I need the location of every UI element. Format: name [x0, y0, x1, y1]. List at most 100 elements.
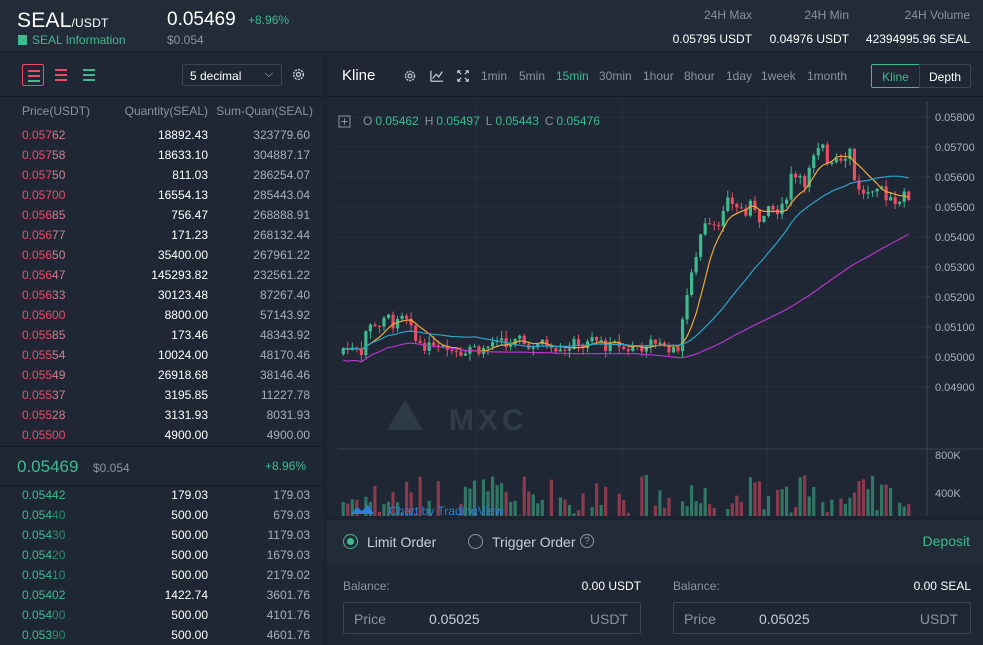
- ask-row[interactable]: 0.05537 3195.85 11227.78: [0, 385, 323, 405]
- price-tick-label: 0.05000: [935, 352, 975, 364]
- ask-row[interactable]: 0.05750 811.03 286254.07: [0, 165, 323, 185]
- coin-info-link[interactable]: SEAL Information: [18, 33, 126, 47]
- mxc-logo-icon: [387, 400, 423, 430]
- deposit-link[interactable]: Deposit: [922, 533, 970, 549]
- gear-icon[interactable]: [291, 67, 306, 82]
- ask-row[interactable]: 0.05528 3131.93 8031.93: [0, 405, 323, 425]
- price-prefix: 0.054: [22, 528, 53, 542]
- bid-row[interactable]: 0.05440 500.00 679.03: [0, 505, 323, 525]
- last-price: 0.05469: [167, 9, 236, 30]
- sum-cell: 268888.91: [253, 208, 310, 222]
- view-both-button[interactable]: [22, 64, 44, 86]
- bid-row[interactable]: 0.05430 500.00 1179.03: [0, 525, 323, 545]
- volume-bar: [644, 475, 648, 516]
- trigger-order-radio[interactable]: [468, 534, 483, 549]
- ask-row[interactable]: 0.05677 171.23 268132.44: [0, 225, 323, 245]
- buy-price-input[interactable]: Price 0.05025 USDT: [343, 602, 641, 634]
- view-kline-button[interactable]: Kline: [871, 64, 920, 88]
- volume-bar: [839, 498, 843, 516]
- candle-body: [812, 155, 816, 169]
- price-prefix: 0.054: [22, 548, 53, 562]
- candle-body: [816, 148, 820, 156]
- indicator-icon[interactable]: [430, 69, 444, 83]
- ask-row[interactable]: 0.05554 10024.00 48170.46: [0, 345, 323, 365]
- sum-cell: 4900.00: [266, 428, 310, 442]
- sell-price-value: 0.05025: [759, 611, 810, 627]
- bid-row[interactable]: 0.05400 500.00 4101.76: [0, 605, 323, 625]
- volume-bar: [395, 502, 400, 516]
- view-bids-button[interactable]: [78, 64, 100, 86]
- tradingview-icon: [351, 505, 374, 514]
- chevron-down-icon: ⌵: [264, 68, 273, 80]
- price-prefix: 0.055: [22, 368, 53, 382]
- ask-row[interactable]: 0.05762 18892.43 323779.60: [0, 125, 323, 145]
- price-cell: 0.05633: [22, 288, 65, 302]
- ask-row[interactable]: 0.05650 35400.00 267961.22: [0, 245, 323, 265]
- price-prefix: 0.05500: [22, 428, 66, 442]
- ask-row[interactable]: 0.05758 18633.10 304887.17: [0, 145, 323, 165]
- timeframe-1day[interactable]: 1day: [726, 69, 753, 83]
- view-asks-button[interactable]: [50, 64, 72, 86]
- bid-row[interactable]: 0.05410 500.00 2179.02: [0, 565, 323, 585]
- bid-row[interactable]: 0.05420 500.00 1679.03: [0, 545, 323, 565]
- timeframe-1hour[interactable]: 1hour: [643, 69, 674, 83]
- ask-row[interactable]: 0.05500 4900.00 4900.00: [0, 425, 323, 445]
- candle-body: [500, 338, 504, 341]
- volume-bar: [595, 483, 599, 516]
- volume-bar: [857, 481, 861, 516]
- candle-body: [721, 210, 725, 227]
- timeframe-1week[interactable]: 1week: [761, 69, 796, 83]
- volume-bar: [527, 491, 531, 516]
- volume-bar: [907, 504, 911, 516]
- help-icon[interactable]: ?: [580, 534, 594, 548]
- candle-body: [604, 340, 608, 351]
- quantity-cell: 145293.82: [151, 268, 208, 282]
- price-cell: 0.05390: [22, 628, 65, 642]
- bid-row[interactable]: 0.05390 500.00 4601.76: [0, 625, 323, 645]
- candle-body: [509, 344, 513, 347]
- ask-row[interactable]: 0.05700 16554.13 285443.04: [0, 185, 323, 205]
- fullscreen-icon[interactable]: [456, 69, 470, 83]
- candlestick-chart[interactable]: O 0.05462 H 0.05497 L 0.05443 C 0.05476 MXC Chart…: [327, 97, 983, 516]
- bid-row[interactable]: 0.05442 179.03 179.03: [0, 485, 323, 505]
- ask-row[interactable]: 0.05585 173.46 48343.92: [0, 325, 323, 345]
- stat-label: 24H Volume: [904, 8, 970, 22]
- ask-row[interactable]: 0.05647 145293.82 232561.22: [0, 265, 323, 285]
- timeframe-8hour[interactable]: 8hour: [684, 69, 715, 83]
- pair-symbol[interactable]: SEAL/USDT: [17, 9, 109, 33]
- limit-order-radio[interactable]: [343, 534, 358, 549]
- candle-body: [382, 317, 386, 327]
- tab-trigger-order[interactable]: Trigger Order: [492, 534, 576, 550]
- price-prefix: 0.056: [22, 228, 53, 242]
- ask-row[interactable]: 0.05600 8800.00 57143.92: [0, 305, 323, 325]
- tab-limit-order[interactable]: Limit Order: [367, 534, 437, 550]
- volume-bar: [880, 484, 884, 516]
- sell-price-input[interactable]: Price 0.05025 USDT: [673, 602, 971, 634]
- timeframe-5min[interactable]: 5min: [519, 69, 546, 83]
- ask-row[interactable]: 0.05685 756.47 268888.91: [0, 205, 323, 225]
- price-cell: 0.05442: [22, 488, 65, 502]
- candle-body: [821, 144, 825, 149]
- sum-cell: 87267.40: [259, 288, 310, 302]
- sum-cell: 8031.93: [266, 408, 310, 422]
- timeframe-15min[interactable]: 15min: [556, 69, 589, 83]
- col-price-header: Price(USDT): [22, 104, 90, 118]
- view-depth-button[interactable]: Depth: [919, 64, 971, 88]
- candle-body: [690, 272, 694, 296]
- quantity-cell: 4900.00: [164, 428, 208, 442]
- ask-row[interactable]: 0.05549 26918.68 38146.46: [0, 365, 323, 385]
- timeframe-30min[interactable]: 30min: [599, 69, 632, 83]
- timeframe-1month[interactable]: 1month: [807, 69, 848, 83]
- timeframe-1min[interactable]: 1min: [481, 69, 508, 83]
- bid-row[interactable]: 0.05402 1422.74 3601.76: [0, 585, 323, 605]
- candle-body: [717, 224, 721, 227]
- gear-icon[interactable]: [403, 69, 417, 83]
- volume-bar: [794, 506, 798, 516]
- volume-bar: [341, 501, 345, 516]
- volume-bar: [418, 476, 422, 516]
- price-cell: 0.05758: [22, 148, 65, 162]
- decimal-select[interactable]: 5 decimal ⌵: [182, 64, 282, 86]
- ask-row[interactable]: 0.05633 30123.48 87267.40: [0, 285, 323, 305]
- candle-body: [599, 340, 603, 342]
- candle-body: [608, 343, 612, 351]
